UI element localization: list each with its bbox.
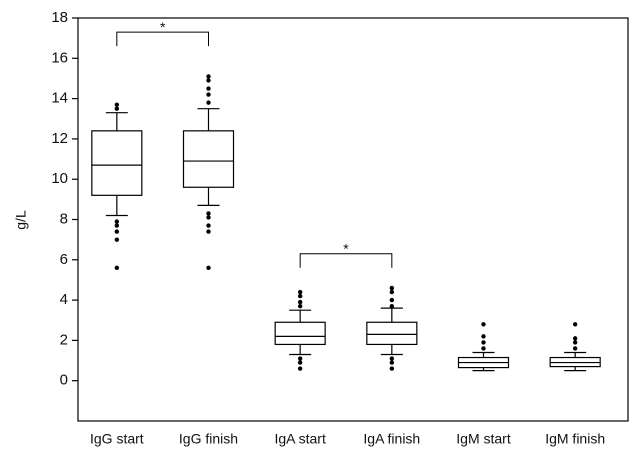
outlier xyxy=(297,293,303,299)
outlier xyxy=(114,102,120,107)
outlier xyxy=(481,346,486,351)
y-tick-label: 6 xyxy=(60,251,68,268)
significance-bracket xyxy=(116,31,209,47)
x-tick-label: IgA start xyxy=(274,431,325,447)
significance-label: * xyxy=(160,19,166,35)
outlier xyxy=(481,340,486,345)
y-tick-label: 0 xyxy=(60,372,68,389)
outlier xyxy=(297,366,303,371)
outlier xyxy=(481,334,486,339)
outlier xyxy=(389,366,395,371)
significance-bracket xyxy=(299,253,393,268)
outlier xyxy=(481,322,486,327)
y-tick-label: 10 xyxy=(51,170,68,187)
plot-frame xyxy=(77,17,629,422)
outlier xyxy=(297,303,303,309)
outlier xyxy=(114,106,120,111)
y-tick-label: 16 xyxy=(51,49,68,66)
outlier xyxy=(297,299,303,305)
outlier xyxy=(206,211,211,216)
outlier xyxy=(206,92,211,97)
x-tick-label: IgG finish xyxy=(179,431,238,447)
outlier xyxy=(206,74,211,79)
outlier xyxy=(297,289,303,295)
y-tick-label: 2 xyxy=(60,331,68,348)
x-tick-label: IgM finish xyxy=(545,431,605,447)
outlier xyxy=(206,265,211,271)
outlier xyxy=(114,229,120,234)
outlier xyxy=(206,215,211,220)
y-tick-label: 4 xyxy=(60,291,68,308)
outlier xyxy=(206,86,211,91)
box xyxy=(182,130,235,188)
outlier xyxy=(114,265,120,271)
outlier xyxy=(297,360,303,365)
box xyxy=(274,321,326,346)
box xyxy=(91,130,143,196)
y-tick-label: 12 xyxy=(51,130,68,147)
outlier xyxy=(389,289,395,295)
significance-label: * xyxy=(343,240,349,256)
outlier xyxy=(206,223,211,228)
y-tick-label: 18 xyxy=(51,9,68,26)
outlier xyxy=(389,297,395,303)
x-tick-label: IgG start xyxy=(90,431,144,447)
outlier xyxy=(572,340,578,345)
y-tick-label: 14 xyxy=(51,90,68,107)
outlier xyxy=(206,100,211,105)
outlier xyxy=(206,229,211,234)
outlier xyxy=(389,356,395,361)
outlier xyxy=(114,223,120,228)
box xyxy=(366,321,418,346)
outlier xyxy=(572,336,578,341)
outlier xyxy=(297,356,303,361)
x-tick-label: IgM start xyxy=(456,431,511,447)
outlier xyxy=(206,78,211,83)
outlier xyxy=(114,237,120,242)
outlier xyxy=(389,285,395,291)
outlier xyxy=(572,322,578,327)
outlier xyxy=(389,303,395,309)
y-tick-label: 8 xyxy=(60,210,68,227)
outlier xyxy=(572,346,578,351)
outlier xyxy=(114,219,120,224)
x-tick-label: IgA finish xyxy=(363,431,420,447)
y-axis-label: g/L xyxy=(13,210,29,230)
outlier xyxy=(389,360,395,365)
